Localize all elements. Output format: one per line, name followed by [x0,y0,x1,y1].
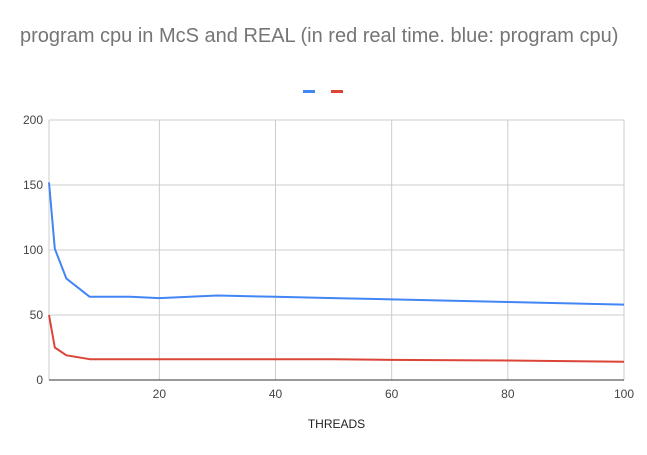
chart-title: program cpu in McS and REAL (in red real… [20,25,619,47]
x-tick-label: 60 [385,387,399,401]
y-tick-label: 50 [30,308,44,322]
y-tick-label: 150 [23,178,43,192]
legend-swatch-2 [331,90,343,93]
legend [303,90,343,93]
gridlines [49,119,625,380]
series-line-2 [48,314,625,363]
x-tick-label: 20 [153,387,167,401]
series-lines [48,182,625,363]
y-tick-label: 0 [36,373,43,387]
axes: 0 50 100 150 200 20 40 60 80 100 [23,113,634,401]
y-tick-label: 100 [23,243,43,257]
x-tick-label: 80 [501,387,515,401]
legend-swatch-1 [303,90,315,93]
x-tick-label: 100 [614,387,634,401]
series-line-1 [48,182,625,306]
x-axis-title: THREADS [308,417,365,431]
y-tick-label: 200 [23,113,43,127]
x-tick-label: 40 [269,387,283,401]
